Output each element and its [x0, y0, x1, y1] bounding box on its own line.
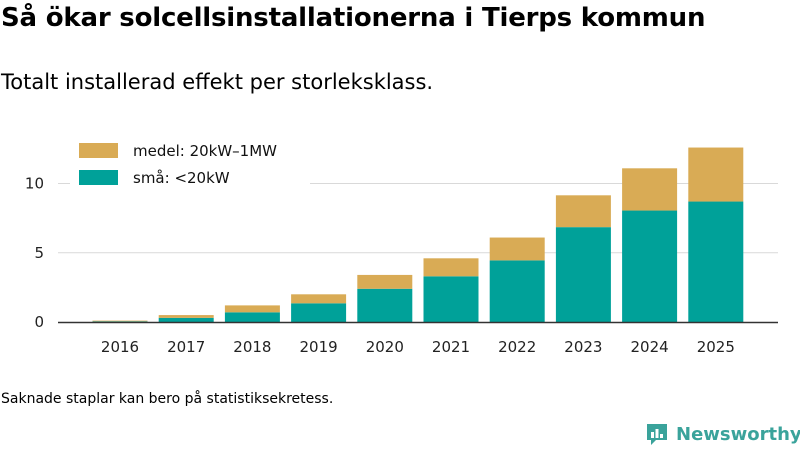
bar-medel-2022: [489, 237, 545, 261]
newsworthy-logo: Newsworthy: [644, 420, 800, 448]
x-tick-label-2019: 2019: [300, 338, 338, 356]
x-tick-label-2022: 2022: [498, 338, 536, 356]
bar-medel-2016: [92, 320, 148, 322]
legend-label-sma: små: <20kW: [133, 169, 230, 187]
x-tick-label-2017: 2017: [167, 338, 205, 356]
legend-label-medel: medel: 20kW–1MW: [133, 142, 277, 160]
y-tick-label-10: 10: [25, 175, 44, 193]
x-tick-label-2023: 2023: [564, 338, 602, 356]
bar-sma-2022: [489, 260, 545, 322]
bar-sma-2017: [158, 317, 214, 322]
bar-sma-2018: [224, 312, 280, 322]
bar-sma-2023: [555, 227, 611, 322]
legend-swatch-sma: [79, 170, 118, 185]
bar-medel-2024: [622, 168, 678, 211]
bar-medel-2021: [423, 258, 479, 277]
chart-subtitle: Totalt installerad effekt per storlekskl…: [1, 70, 434, 94]
x-tick-label-2021: 2021: [432, 338, 470, 356]
footnote: Saknade staplar kan bero på statistiksek…: [1, 391, 334, 407]
bar-medel-2023: [555, 195, 611, 228]
bar-sma-2024: [622, 210, 678, 322]
chart-title: Så ökar solcellsinstallationerna i Tierp…: [1, 3, 706, 33]
stacked-bar-chart: 0 5 10 2016 2017 2018 2019 2020 2021 2022 2023 2024…: [24, 142, 778, 356]
bar-sma-2021: [423, 276, 479, 322]
bar-medel-2025: [688, 147, 744, 202]
bar-sma-2025: [688, 201, 744, 322]
y-tick-label-5: 5: [34, 244, 44, 262]
bar-medel-2017: [158, 315, 214, 318]
bar-medel-2018: [224, 305, 280, 313]
x-tick-label-2018: 2018: [233, 338, 271, 356]
bar-sma-2016: [92, 321, 148, 322]
bar-sma-2020: [357, 288, 413, 322]
bar-sma-2019: [291, 303, 347, 322]
x-tick-label-2020: 2020: [366, 338, 404, 356]
legend-swatch-medel: [79, 143, 118, 158]
x-tick-label-2016: 2016: [101, 338, 139, 356]
newsworthy-logo-icon: [647, 424, 667, 445]
bar-medel-2020: [357, 274, 413, 289]
x-tick-label-2025: 2025: [697, 338, 735, 356]
y-tick-label-0: 0: [34, 313, 44, 331]
logo-text: Newsworthy: [676, 423, 800, 445]
x-tick-label-2024: 2024: [631, 338, 669, 356]
bar-medel-2019: [291, 294, 347, 304]
